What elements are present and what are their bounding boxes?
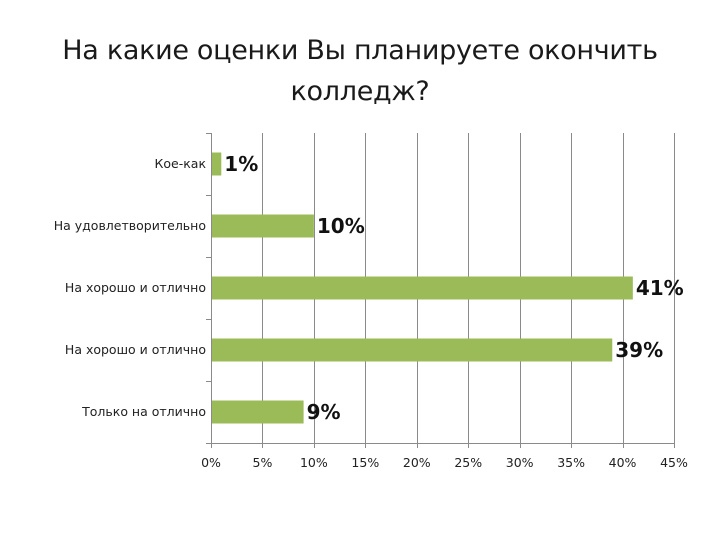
x-tick-label: 15% — [351, 455, 379, 470]
bar — [212, 400, 304, 424]
bar — [212, 152, 222, 176]
category-label: Только на отлично — [81, 404, 206, 419]
chart-title: На какие оценки Вы планируете окончить к… — [0, 30, 720, 112]
y-axis — [206, 133, 212, 444]
category-label: Кое-как — [155, 156, 207, 171]
bar — [212, 214, 314, 238]
x-tick-label: 25% — [454, 455, 482, 470]
category-label: На хорошо и отлично — [65, 280, 206, 295]
x-tick-label: 40% — [609, 455, 637, 470]
x-tick-label: 5% — [253, 455, 273, 470]
data-label: 1% — [224, 152, 258, 176]
x-tick-label: 45% — [660, 455, 688, 470]
x-tick-label: 35% — [557, 455, 585, 470]
data-label: 10% — [317, 214, 365, 238]
x-tick-label: 10% — [300, 455, 328, 470]
chart-title-line-1: На какие оценки Вы планируете окончить — [62, 35, 658, 66]
x-axis: 0% 5% 10% 15% 20% 25% 30% 35% 40% 45% — [201, 443, 688, 470]
bars: Кое-как 1% На удовлетворительно 10% На хорош… — [54, 152, 684, 424]
bar — [212, 338, 613, 362]
bar — [212, 276, 633, 300]
x-tick-label: 20% — [403, 455, 431, 470]
data-label: 39% — [615, 338, 663, 362]
chart-title-line-2: колледж? — [290, 76, 430, 107]
x-tick-label: 0% — [201, 455, 221, 470]
data-label: 9% — [307, 400, 341, 424]
category-label: На хорошо и отлично — [65, 342, 206, 357]
x-tick-label: 30% — [506, 455, 534, 470]
data-label: 41% — [636, 276, 684, 300]
category-label: На удовлетворительно — [54, 218, 206, 233]
